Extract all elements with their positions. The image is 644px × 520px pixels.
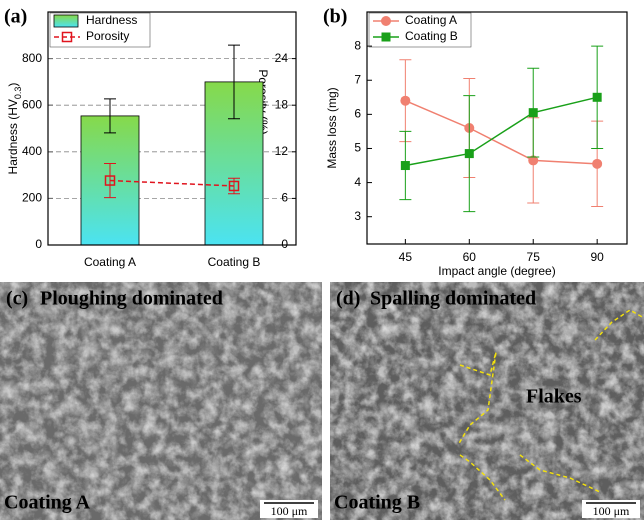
x-tick-label: 45	[399, 250, 413, 264]
y-axis-label: Hardness (HV0.3)	[6, 83, 23, 175]
image-title: Spalling dominated	[370, 288, 536, 310]
y-tick-label: 4	[354, 175, 361, 189]
image-title: Ploughing dominated	[40, 288, 223, 310]
y-tick-label: 8	[354, 38, 361, 52]
y-tick-label: 600	[22, 97, 42, 111]
y2-tick-label: 0	[281, 237, 288, 251]
y-axis-label-part: 0.3	[13, 87, 23, 100]
y2-tick-label: 6	[281, 191, 288, 205]
panel-label: (a)	[4, 6, 27, 28]
legend-label: Porosity	[86, 29, 129, 43]
sem-image-c	[0, 282, 322, 520]
x-tick-label: Coating A	[84, 255, 136, 269]
x-tick-label: 75	[527, 250, 541, 264]
x-tick-label: 90	[590, 250, 604, 264]
y-tick-label: 3	[354, 209, 361, 223]
legend-label: Hardness	[86, 13, 137, 27]
x-axis-label: Impact angle (degree)	[438, 264, 555, 278]
sem-image-d	[330, 282, 644, 520]
figure: (a) 0 200 400 600 800 0 6 12 18 24 Coating A Coating…	[0, 0, 644, 520]
scale-label: 100 μm	[271, 504, 308, 518]
image-caption: Coating B	[334, 492, 420, 514]
marker	[593, 93, 602, 102]
marker	[400, 96, 410, 106]
y-tick-label: 7	[354, 72, 361, 86]
marker	[401, 161, 410, 170]
y-tick-label: 400	[22, 144, 42, 158]
image-label: (c)	[6, 288, 28, 310]
scale-label: 100 μm	[593, 504, 630, 518]
legend-label: Coating A	[405, 13, 457, 27]
legend-marker	[381, 16, 391, 26]
legend-swatch	[54, 15, 78, 27]
y2-tick-label: 18	[275, 97, 289, 111]
panel-label: (b)	[323, 6, 347, 28]
legend-marker	[382, 33, 391, 42]
y-tick-label: 800	[22, 51, 42, 65]
image-annotation: Flakes	[526, 386, 582, 408]
image-label: (d)	[336, 288, 360, 310]
y-tick-label: 200	[22, 191, 42, 205]
y-axis-label-part: )	[6, 83, 20, 87]
series-line	[405, 97, 597, 165]
y-tick-label: 5	[354, 141, 361, 155]
x-tick-label: 60	[463, 250, 477, 264]
legend-label: Coating B	[405, 29, 458, 43]
y-tick-label: 6	[354, 107, 361, 121]
marker	[592, 159, 602, 169]
y2-tick-label: 24	[275, 51, 289, 65]
y-axis-label: Mass loss (mg)	[325, 87, 339, 168]
image-caption: Coating A	[4, 492, 91, 514]
x-tick-label: Coating B	[208, 255, 261, 269]
marker	[465, 149, 474, 158]
marker	[529, 108, 538, 117]
y2-tick-label: 12	[275, 144, 289, 158]
y-tick-label: 0	[35, 237, 42, 251]
y-axis-label-part: Hardness (HV	[6, 99, 20, 174]
